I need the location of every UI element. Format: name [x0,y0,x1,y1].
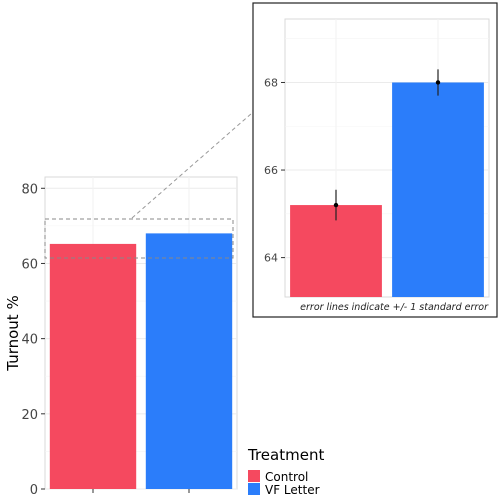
inset-y-tick-label: 66 [264,164,278,177]
inset-error-bars [333,69,441,221]
main-bar-vf-letter [145,233,233,489]
main-y-ticks: 0 20 40 60 80 [21,182,190,498]
legend-swatch-vf-letter [248,483,260,495]
inset-y-ticks: 64 66 68 [264,76,285,265]
main-y-tick-label: 0 [30,483,38,498]
legend-swatch-control [248,470,260,482]
inset-mean-point [333,202,339,208]
legend: Treatment Control VF Letter [247,446,324,497]
inset-annotation: error lines indicate +/- 1 standard erro… [300,302,489,313]
main-y-tick-label: 60 [21,257,38,272]
legend-title: Treatment [247,446,324,464]
inset-mean-point [435,80,441,85]
legend-label-control: Control [265,470,308,484]
inset-y-tick-label: 64 [264,252,278,265]
legend-label-vf-letter: VF Letter [265,483,320,497]
main-chart-panel: 0 20 40 60 80 Turnout % [4,176,238,498]
main-y-tick-label: 40 [21,333,38,348]
zoom-region-box [44,218,234,259]
main-bars [49,233,233,489]
main-y-tick-label: 20 [21,408,38,423]
zoomed-chart-panel: 64 66 68 error lines indicate +/- 1 standa… [252,2,498,318]
inset-bars [290,82,484,297]
inset-y-tick-label: 68 [264,76,278,89]
zoom-connector-line [131,112,253,219]
main-y-tick-label: 80 [21,182,38,197]
main-y-axis-label: Turnout % [4,295,22,371]
main-bar-control [49,243,137,489]
inset-bar-vf-letter [392,82,484,297]
